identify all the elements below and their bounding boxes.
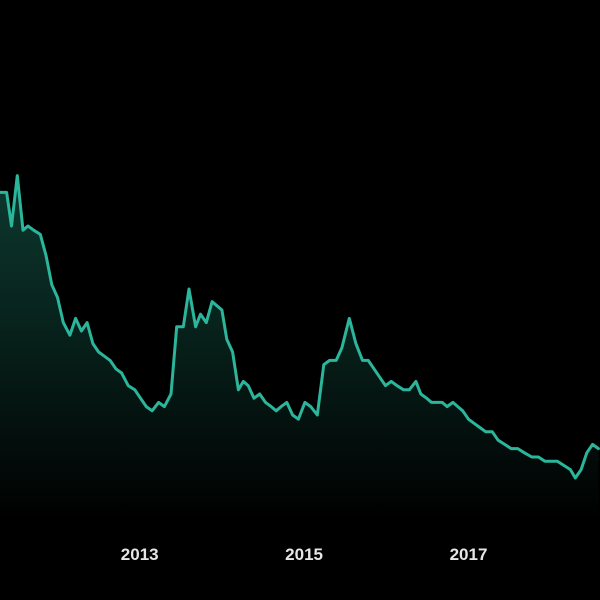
x-tick-label-2017: 2017 [450, 545, 488, 564]
x-tick-label-2013: 2013 [121, 545, 159, 564]
x-tick-label-2015: 2015 [285, 545, 323, 564]
series-line [0, 174, 600, 480]
x-axis-tick-labels: 2013 2015 2017 [121, 545, 488, 564]
series-area-fill [0, 175, 599, 520]
